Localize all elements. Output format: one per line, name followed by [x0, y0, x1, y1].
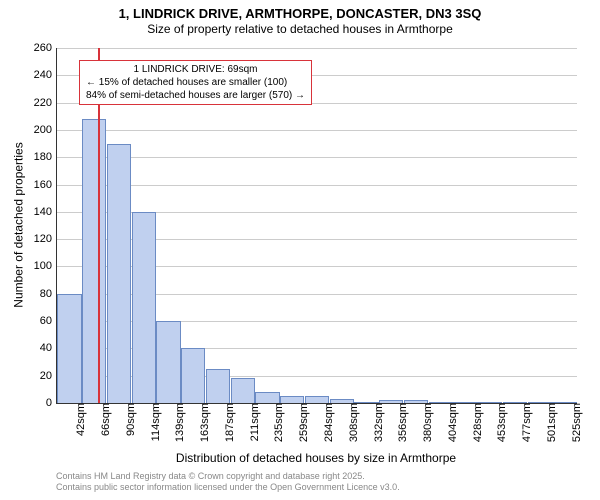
histogram-bar [181, 348, 205, 403]
xtick-label: 284sqm [321, 403, 335, 442]
histogram-bar [305, 396, 329, 403]
y-axis-label: Number of detached properties [11, 47, 25, 402]
xtick-label: 453sqm [494, 403, 508, 442]
xtick-label: 380sqm [420, 403, 434, 442]
ytick-label: 200 [34, 124, 57, 136]
ytick-label: 120 [34, 233, 57, 245]
histogram-bar [255, 392, 279, 403]
ytick-label: 0 [46, 397, 57, 409]
footer-line2: Contains public sector information licen… [56, 482, 400, 493]
ytick-label: 100 [34, 260, 57, 272]
xtick-label: 139sqm [172, 403, 186, 442]
xtick-label: 163sqm [197, 403, 211, 442]
plot-area: 02040608010012014016018020022024026042sq… [56, 48, 577, 404]
ytick-label: 180 [34, 151, 57, 163]
annotation-box: 1 LINDRICK DRIVE: 69sqm← 15% of detached… [79, 60, 312, 105]
annotation-line3: 84% of semi-detached houses are larger (… [86, 89, 305, 102]
histogram-bar [82, 119, 106, 403]
footer-attribution: Contains HM Land Registry data © Crown c… [56, 471, 400, 493]
ytick-label: 40 [40, 342, 57, 354]
chart-container: 1, LINDRICK DRIVE, ARMTHORPE, DONCASTER,… [0, 0, 600, 500]
xtick-label: 187sqm [222, 403, 236, 442]
histogram-bar [206, 369, 230, 403]
gridline [57, 157, 577, 158]
histogram-bar [107, 144, 131, 403]
xtick-label: 114sqm [148, 403, 162, 441]
xtick-label: 525sqm [569, 403, 583, 442]
histogram-bar [231, 378, 255, 403]
footer-line1: Contains HM Land Registry data © Crown c… [56, 471, 400, 482]
ytick-label: 80 [40, 288, 57, 300]
xtick-label: 259sqm [296, 403, 310, 442]
histogram-bar [132, 212, 156, 403]
xtick-label: 501sqm [544, 403, 558, 442]
xtick-label: 90sqm [123, 403, 137, 436]
histogram-bar [280, 396, 304, 403]
xtick-label: 477sqm [519, 403, 533, 442]
chart-title: 1, LINDRICK DRIVE, ARMTHORPE, DONCASTER,… [0, 0, 600, 36]
ytick-label: 160 [34, 179, 57, 191]
xtick-label: 42sqm [73, 403, 87, 436]
ytick-label: 260 [34, 42, 57, 54]
ytick-label: 20 [40, 370, 57, 382]
ytick-label: 60 [40, 315, 57, 327]
ytick-label: 220 [34, 97, 57, 109]
xtick-label: 332sqm [371, 403, 385, 442]
xtick-label: 356sqm [395, 403, 409, 442]
title-line2: Size of property relative to detached ho… [0, 22, 600, 36]
histogram-bar [156, 321, 180, 403]
annotation-line2: ← 15% of detached houses are smaller (10… [86, 76, 305, 89]
gridline [57, 185, 577, 186]
xtick-label: 211sqm [247, 403, 261, 441]
histogram-bar [57, 294, 81, 403]
xtick-label: 404sqm [445, 403, 459, 442]
xtick-label: 428sqm [470, 403, 484, 442]
title-line1: 1, LINDRICK DRIVE, ARMTHORPE, DONCASTER,… [0, 6, 600, 22]
xtick-label: 66sqm [98, 403, 112, 436]
ytick-label: 140 [34, 206, 57, 218]
x-axis-label: Distribution of detached houses by size … [56, 451, 576, 465]
annotation-line1: 1 LINDRICK DRIVE: 69sqm [86, 63, 305, 76]
xtick-label: 308sqm [346, 403, 360, 442]
ytick-label: 240 [34, 69, 57, 81]
gridline [57, 130, 577, 131]
xtick-label: 235sqm [271, 403, 285, 442]
gridline [57, 48, 577, 49]
